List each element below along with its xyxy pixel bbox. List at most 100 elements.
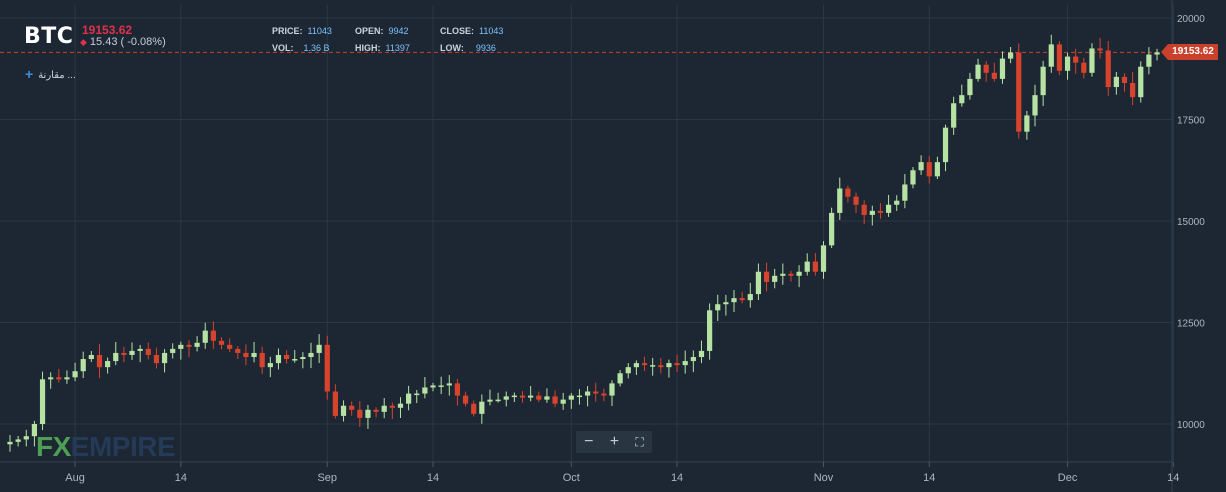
stat-low-value: 9936: [475, 43, 496, 53]
candle: [715, 294, 721, 321]
candle: [381, 398, 387, 419]
candle-body: [1105, 50, 1111, 88]
candle: [1024, 110, 1030, 140]
stat-price: PRICE: 11043: [272, 26, 332, 36]
candle-body: [365, 409, 371, 418]
candle-body: [1064, 56, 1071, 71]
candle: [96, 344, 103, 379]
candle: [1121, 73, 1128, 92]
x-tick-label: Oct: [563, 472, 580, 484]
candle: [999, 51, 1006, 84]
candle: [682, 350, 688, 374]
candle: [129, 342, 135, 360]
candle: [1138, 61, 1144, 103]
candle-body: [1146, 54, 1152, 67]
candle-body: [983, 64, 989, 73]
candle: [373, 407, 379, 418]
candle-body: [690, 357, 696, 362]
candle-body: [918, 162, 924, 171]
candle: [161, 349, 168, 373]
candle-body: [406, 393, 412, 404]
candle-body: [739, 298, 745, 301]
x-tick-label: 14: [923, 472, 935, 484]
candle-body: [137, 348, 143, 351]
candle-body: [584, 391, 591, 396]
candle: [674, 354, 680, 373]
candle-body: [300, 357, 306, 360]
candle-body: [560, 399, 566, 404]
zoom-in-button[interactable]: +: [609, 433, 620, 450]
last-price-tag: 19153.62: [1161, 44, 1218, 61]
candle-body: [820, 245, 827, 272]
candle-body: [487, 399, 493, 402]
candle-body: [56, 377, 62, 380]
candle: [430, 382, 436, 392]
stat-open-value: 9942: [388, 26, 409, 36]
candle: [625, 363, 631, 379]
candle-body: [999, 58, 1006, 79]
candle: [528, 386, 534, 402]
candle: [853, 192, 859, 214]
candle-body: [454, 383, 461, 396]
candle: [194, 336, 200, 352]
plus-icon: +: [25, 66, 34, 82]
candle: [991, 62, 997, 82]
zoom-controls: − + ⛶: [576, 431, 652, 453]
x-tick-label: 14: [175, 472, 187, 484]
candle-body: [88, 354, 94, 360]
stat-vol-label: VOL:: [272, 43, 294, 53]
candle-body: [544, 396, 550, 400]
candle-body: [153, 354, 160, 364]
candle: [471, 400, 477, 417]
logo-fx: FX: [36, 431, 71, 462]
candle-body: [698, 350, 705, 358]
candle-body: [178, 344, 184, 349]
candle: [731, 290, 737, 313]
candle: [804, 253, 810, 276]
compare-label: مقارنة ...: [38, 70, 76, 81]
candle-body: [1024, 115, 1030, 132]
candle-body: [877, 210, 884, 213]
candle: [1016, 43, 1022, 139]
candle: [1089, 43, 1095, 77]
compare-button[interactable]: + مقارنة ...: [25, 66, 76, 82]
candle-body: [1121, 76, 1128, 83]
candle-body: [243, 352, 249, 358]
candle-body: [885, 204, 892, 213]
candle: [251, 341, 257, 363]
candle-body: [462, 395, 469, 404]
zoom-out-button[interactable]: −: [584, 433, 594, 450]
candle-body: [332, 391, 338, 416]
candle: [690, 350, 696, 373]
candle-body: [845, 188, 851, 197]
candle-body: [951, 103, 957, 128]
candle: [7, 435, 13, 452]
candle: [788, 270, 794, 282]
candle: [633, 360, 639, 375]
candle: [340, 400, 347, 422]
candle: [479, 394, 485, 424]
candle: [1048, 34, 1054, 73]
fullscreen-icon[interactable]: ⛶: [635, 435, 644, 449]
candle: [739, 291, 745, 304]
candle: [462, 391, 469, 407]
candle-body: [283, 354, 290, 360]
candle-body: [259, 352, 265, 368]
candle: [902, 174, 908, 209]
candle-body: [1056, 44, 1063, 71]
candle: [39, 371, 46, 431]
candle-body: [1154, 52, 1160, 55]
candle: [942, 124, 949, 172]
price-change-value: 15.43 ( -0.08%): [89, 36, 166, 48]
candle: [951, 96, 957, 135]
stat-high-label: HIGH:: [355, 43, 381, 53]
candle: [544, 388, 550, 403]
candle-body: [617, 373, 623, 384]
price-axis-labels: 10000 12500 15000 17500 20000: [1177, 14, 1205, 431]
candle-body: [723, 302, 729, 305]
x-tick-label: Sep: [317, 472, 337, 484]
candle-body: [64, 377, 70, 380]
candle-body: [414, 393, 420, 396]
candle-body: [959, 95, 965, 104]
